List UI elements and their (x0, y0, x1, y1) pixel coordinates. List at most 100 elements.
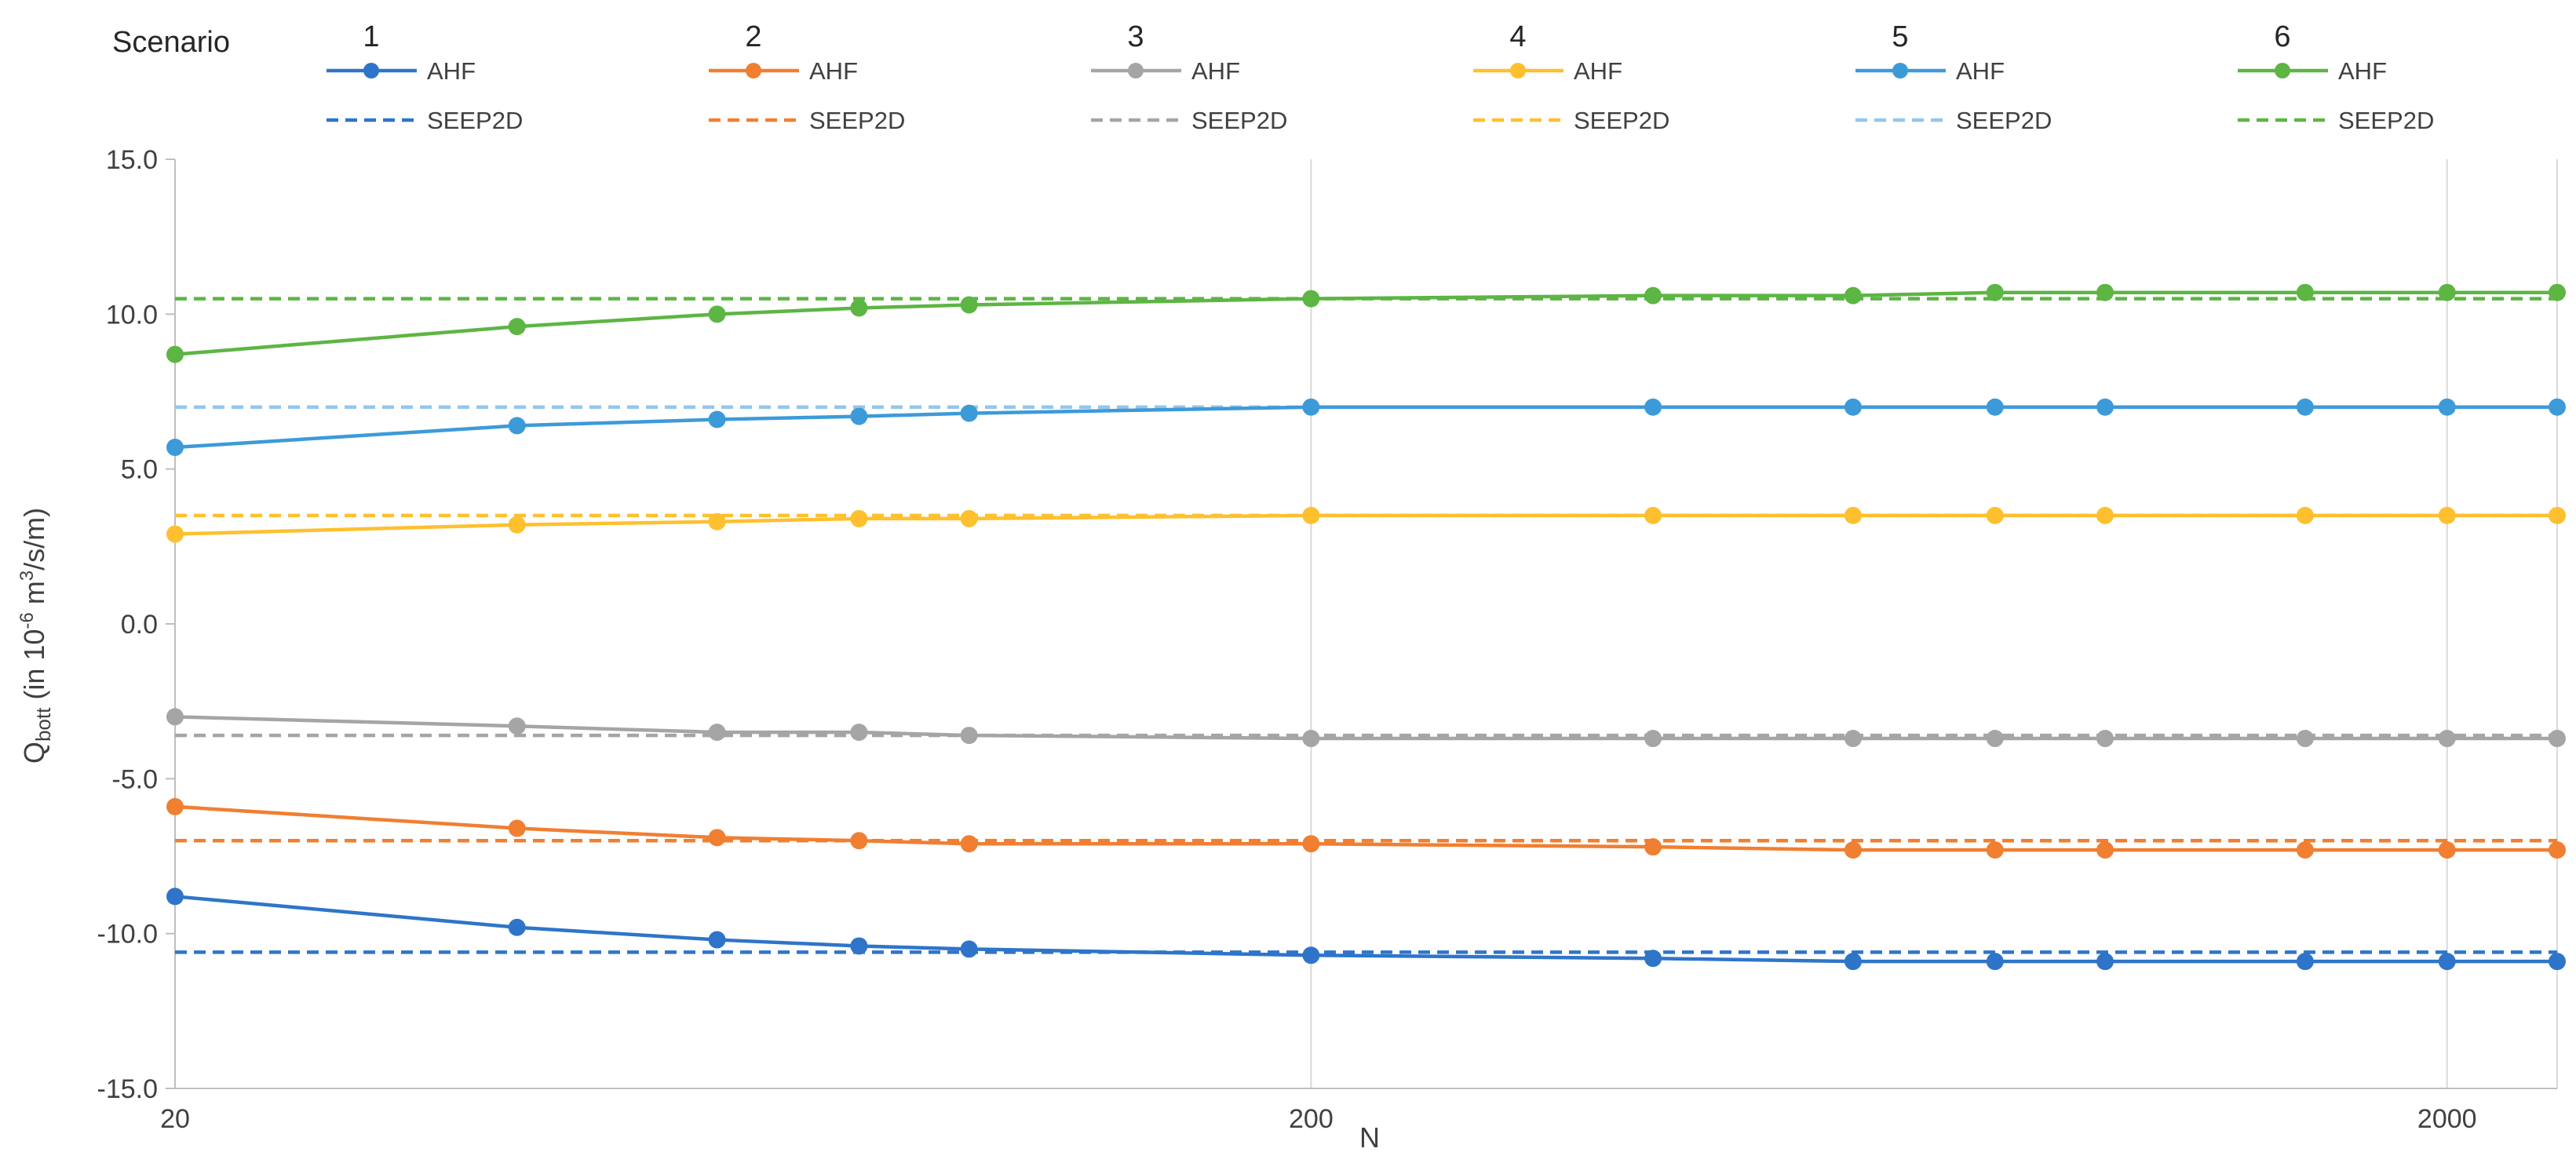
legend-header: Scenario (112, 26, 230, 59)
y-axis-title-prefix: (in 10 (18, 629, 50, 708)
y-tick-label: 10.0 (106, 300, 158, 330)
legend-ahf-label: AHF (1574, 57, 1622, 85)
y-axis-title-suffix: /s/m) (18, 508, 50, 571)
ahf-point-scenario-2 (2296, 841, 2314, 859)
x-tick-label: 20 (160, 1104, 190, 1134)
ahf-point-scenario-1 (2296, 953, 2314, 971)
ahf-point-scenario-6 (2096, 283, 2114, 301)
ahf-point-scenario-2 (1986, 841, 2004, 859)
ahf-point-scenario-3 (2296, 730, 2314, 748)
ahf-point-scenario-5 (2296, 398, 2314, 416)
tick-labels: -15.0 -10.0 -5.0 0.0 5.0 10.0 15.0 20 200 2000 (97, 145, 2477, 1134)
axes (166, 159, 2557, 1089)
ahf-point-scenario-1 (166, 888, 184, 906)
ahf-point-scenario-4 (166, 525, 184, 543)
ahf-point-scenario-2 (1302, 835, 1320, 853)
ahf-point-scenario-3 (2096, 730, 2114, 748)
ahf-point-scenario-2 (2438, 841, 2456, 859)
legend-ahf-label: AHF (2338, 57, 2387, 85)
legend-ahf-label: AHF (1191, 57, 1240, 85)
ahf-point-scenario-3 (1644, 730, 1662, 748)
ahf-point-scenario-3 (166, 708, 184, 726)
ahf-point-scenario-4 (1302, 506, 1320, 524)
legend-ahf-swatch-marker (1892, 63, 1908, 78)
ahf-point-scenario-6 (1844, 286, 1862, 304)
ahf-point-scenario-2 (850, 832, 868, 850)
ahf-point-scenario-1 (1644, 950, 1662, 968)
ahf-point-scenario-3 (1302, 730, 1320, 748)
y-tick-label: -10.0 (97, 920, 159, 950)
ahf-point-scenario-4 (708, 512, 726, 530)
ahf-point-scenario-2 (508, 819, 526, 837)
legend-ahf-swatch-marker (1128, 63, 1144, 78)
ahf-point-scenario-4 (850, 509, 868, 527)
legend-scenario-label: 6 (2274, 20, 2290, 53)
ahf-point-scenario-1 (850, 937, 868, 955)
legend-scenario-label: 4 (1509, 20, 1526, 53)
y-axis-title-exponent: -6 (16, 612, 38, 629)
legend-seep2d-label: SEEP2D (427, 107, 523, 134)
legend-seep2d-label: SEEP2D (1574, 107, 1669, 134)
ahf-point-scenario-5 (1986, 398, 2004, 416)
ahf-point-scenario-2 (1644, 838, 1662, 856)
ahf-point-scenario-4 (960, 509, 978, 527)
ahf-point-scenario-3 (508, 717, 526, 735)
ahf-point-scenario-5 (1844, 398, 1862, 416)
ahf-point-scenario-3 (960, 727, 978, 745)
ahf-point-scenario-5 (708, 410, 726, 428)
y-tick-label: 5.0 (121, 455, 158, 485)
ahf-point-scenario-1 (1302, 946, 1320, 964)
legend-scenario-label: 3 (1127, 20, 1144, 53)
ahf-point-scenario-1 (2549, 953, 2566, 971)
ahf-point-scenario-5 (1302, 398, 1320, 416)
legend-ahf-label: AHF (427, 57, 476, 85)
ahf-point-scenario-3 (850, 724, 868, 742)
ahf-point-scenario-1 (2438, 953, 2456, 971)
ahf-point-scenario-6 (166, 345, 184, 363)
ahf-point-scenario-1 (708, 931, 726, 949)
ahf-point-scenario-5 (508, 417, 526, 435)
ahf-point-scenario-6 (508, 318, 526, 336)
ahf-point-scenario-6 (2296, 283, 2314, 301)
ahf-point-scenario-3 (1986, 730, 2004, 748)
legend-ahf-label: AHF (1956, 57, 2005, 85)
ahf-point-scenario-6 (850, 299, 868, 317)
legend-seep2d-label: SEEP2D (1191, 107, 1287, 134)
legend-seep2d-label: SEEP2D (2338, 107, 2434, 134)
ahf-point-scenario-3 (2438, 730, 2456, 748)
ahf-point-scenario-5 (2438, 398, 2456, 416)
ahf-point-scenario-5 (850, 407, 868, 425)
x-tick-label: 200 (1289, 1104, 1334, 1134)
ahf-point-scenario-4 (1844, 506, 1862, 524)
ahf-point-scenario-4 (2438, 506, 2456, 524)
ahf-point-scenario-5 (2096, 398, 2114, 416)
ahf-point-scenario-3 (1844, 730, 1862, 748)
ahf-point-scenario-6 (2549, 283, 2566, 301)
ahf-point-scenario-4 (2549, 506, 2566, 524)
legend-ahf-swatch-marker (746, 63, 761, 78)
ahf-point-scenario-5 (2549, 398, 2566, 416)
y-axis-title-exponent-2: 3 (16, 571, 38, 581)
legend-seep2d-label: SEEP2D (1956, 107, 2052, 134)
ahf-point-scenario-2 (166, 797, 184, 815)
ahf-point-scenario-6 (708, 305, 726, 323)
legend: Scenario 1 AHF SEEP2D 2 AHF SEEP2D 3 AHF SEEP2D 4 A… (112, 20, 2434, 134)
ahf-point-scenario-6 (1644, 286, 1662, 304)
ahf-point-scenario-1 (960, 940, 978, 958)
ahf-point-scenario-5 (960, 404, 978, 422)
y-tick-label: -15.0 (97, 1074, 159, 1104)
ahf-point-scenario-4 (2096, 506, 2114, 524)
ahf-point-scenario-6 (1302, 290, 1320, 308)
ahf-point-scenario-3 (708, 724, 726, 742)
y-axis-title-middle: m (18, 581, 50, 612)
legend-ahf-swatch-marker (1510, 63, 1526, 78)
ahf-point-scenario-4 (508, 516, 526, 534)
series-layer (166, 283, 2566, 971)
y-axis-title-subscript: bott (31, 707, 55, 742)
y-axis-title-base: Q (18, 742, 50, 764)
y-tick-label: -5.0 (111, 764, 158, 794)
ahf-point-scenario-5 (166, 439, 184, 457)
ahf-point-scenario-4 (1644, 506, 1662, 524)
x-axis-title: N (1359, 1121, 1380, 1154)
legend-ahf-swatch-marker (2275, 63, 2290, 78)
